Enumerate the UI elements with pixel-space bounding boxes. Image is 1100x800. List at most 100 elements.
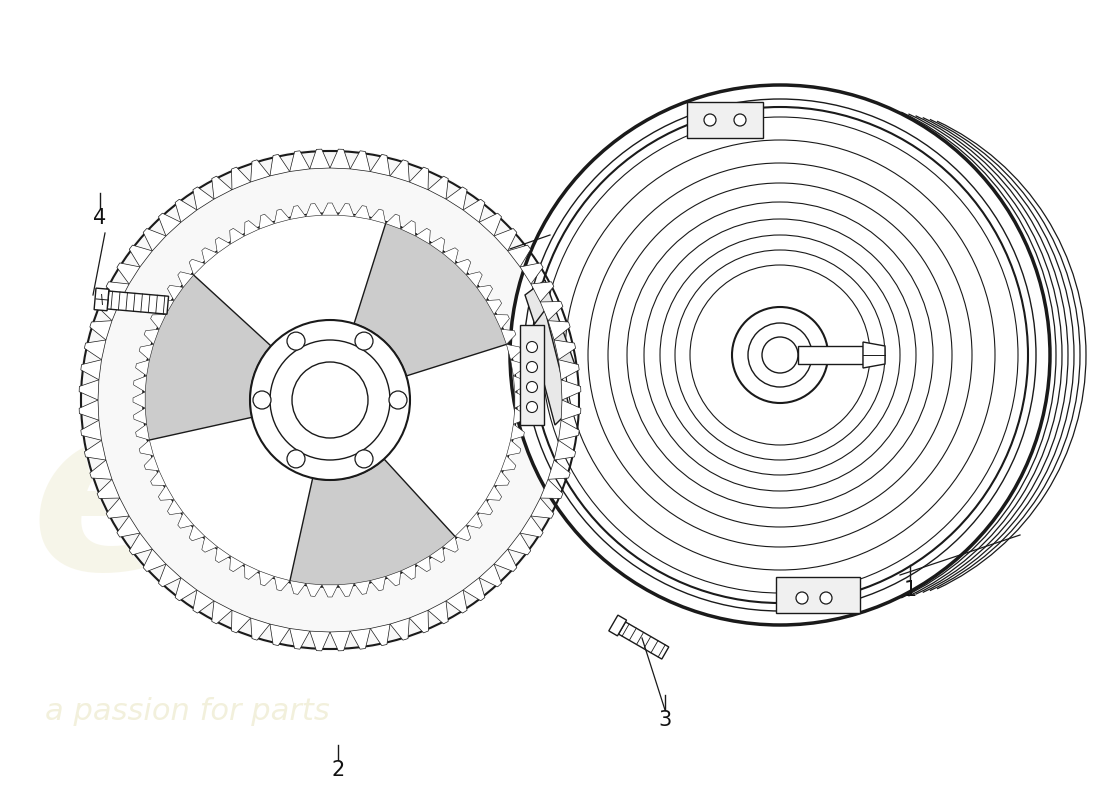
- Polygon shape: [554, 340, 575, 360]
- Circle shape: [748, 323, 812, 387]
- Polygon shape: [416, 556, 430, 572]
- Polygon shape: [133, 392, 145, 408]
- Polygon shape: [480, 564, 502, 587]
- Polygon shape: [306, 203, 322, 217]
- Polygon shape: [608, 615, 627, 636]
- Polygon shape: [140, 440, 154, 456]
- Circle shape: [287, 450, 305, 468]
- Polygon shape: [386, 571, 400, 586]
- Polygon shape: [500, 330, 516, 344]
- Polygon shape: [270, 154, 289, 176]
- Polygon shape: [476, 499, 493, 514]
- Polygon shape: [251, 160, 270, 182]
- Polygon shape: [559, 360, 580, 380]
- Polygon shape: [90, 460, 112, 479]
- Polygon shape: [192, 187, 215, 210]
- Polygon shape: [216, 546, 231, 562]
- Polygon shape: [135, 360, 150, 376]
- Circle shape: [510, 85, 1050, 625]
- Polygon shape: [520, 263, 543, 284]
- Polygon shape: [520, 516, 543, 537]
- Polygon shape: [618, 622, 669, 659]
- Polygon shape: [178, 513, 194, 528]
- Polygon shape: [390, 618, 409, 640]
- Polygon shape: [429, 546, 444, 562]
- Circle shape: [608, 183, 952, 527]
- Circle shape: [565, 140, 996, 570]
- Polygon shape: [370, 209, 386, 223]
- Circle shape: [253, 391, 271, 409]
- Polygon shape: [354, 206, 370, 219]
- Polygon shape: [531, 498, 553, 518]
- Circle shape: [627, 202, 933, 508]
- Polygon shape: [370, 577, 386, 591]
- Polygon shape: [559, 420, 580, 440]
- Polygon shape: [514, 408, 527, 424]
- Polygon shape: [409, 167, 429, 190]
- Text: 3: 3: [659, 710, 672, 730]
- Polygon shape: [350, 151, 371, 171]
- Circle shape: [140, 210, 520, 590]
- Polygon shape: [167, 499, 184, 514]
- Polygon shape: [442, 536, 459, 552]
- Polygon shape: [260, 571, 274, 586]
- Polygon shape: [540, 479, 563, 498]
- Polygon shape: [330, 149, 350, 169]
- Polygon shape: [151, 314, 166, 330]
- Circle shape: [644, 219, 916, 491]
- Polygon shape: [525, 280, 575, 385]
- Circle shape: [355, 450, 373, 468]
- Polygon shape: [466, 272, 482, 287]
- Polygon shape: [371, 624, 390, 646]
- Polygon shape: [289, 151, 310, 171]
- Polygon shape: [231, 610, 251, 633]
- Text: 1: 1: [903, 580, 916, 600]
- Polygon shape: [688, 102, 763, 138]
- Polygon shape: [85, 440, 106, 460]
- Polygon shape: [143, 274, 271, 441]
- Bar: [798, 346, 864, 364]
- Polygon shape: [338, 203, 354, 217]
- Polygon shape: [140, 344, 154, 360]
- Polygon shape: [371, 154, 390, 176]
- Polygon shape: [455, 259, 471, 275]
- Polygon shape: [151, 470, 166, 486]
- Circle shape: [532, 107, 1028, 603]
- Polygon shape: [97, 479, 120, 498]
- Polygon shape: [310, 631, 330, 651]
- Polygon shape: [274, 577, 290, 591]
- Polygon shape: [290, 206, 306, 219]
- Polygon shape: [167, 286, 184, 301]
- Polygon shape: [107, 291, 168, 314]
- Circle shape: [762, 337, 798, 373]
- Polygon shape: [289, 459, 456, 587]
- Polygon shape: [428, 601, 448, 624]
- Circle shape: [79, 149, 581, 651]
- Polygon shape: [486, 300, 502, 314]
- Polygon shape: [561, 400, 581, 420]
- Polygon shape: [97, 302, 120, 321]
- Polygon shape: [130, 533, 152, 555]
- Polygon shape: [189, 259, 205, 275]
- Polygon shape: [79, 380, 99, 400]
- Polygon shape: [531, 282, 553, 302]
- Polygon shape: [350, 629, 371, 649]
- Polygon shape: [251, 618, 270, 640]
- Polygon shape: [510, 424, 525, 440]
- Polygon shape: [864, 342, 886, 368]
- Polygon shape: [230, 556, 244, 572]
- Polygon shape: [463, 578, 485, 601]
- Polygon shape: [80, 360, 101, 380]
- Polygon shape: [330, 631, 350, 651]
- Polygon shape: [338, 583, 354, 597]
- Polygon shape: [494, 470, 509, 486]
- Polygon shape: [133, 408, 146, 424]
- Polygon shape: [158, 300, 174, 314]
- Polygon shape: [386, 214, 400, 229]
- Circle shape: [250, 320, 410, 480]
- Polygon shape: [540, 302, 563, 321]
- Polygon shape: [530, 310, 570, 425]
- Polygon shape: [158, 486, 174, 500]
- Circle shape: [820, 592, 832, 604]
- Polygon shape: [85, 340, 106, 360]
